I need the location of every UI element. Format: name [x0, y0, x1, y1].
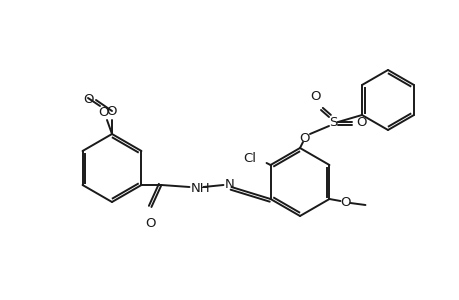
Text: O: O [299, 131, 309, 145]
Text: O: O [340, 196, 350, 209]
Text: O: O [106, 105, 117, 118]
Text: O: O [355, 116, 366, 130]
Text: O: O [310, 90, 320, 103]
Text: NH: NH [190, 182, 210, 194]
Text: O: O [84, 92, 94, 106]
Text: S: S [328, 116, 336, 128]
Text: O: O [99, 106, 109, 118]
Text: Cl: Cl [243, 152, 256, 166]
Text: N: N [224, 178, 234, 190]
Text: O: O [145, 217, 155, 230]
